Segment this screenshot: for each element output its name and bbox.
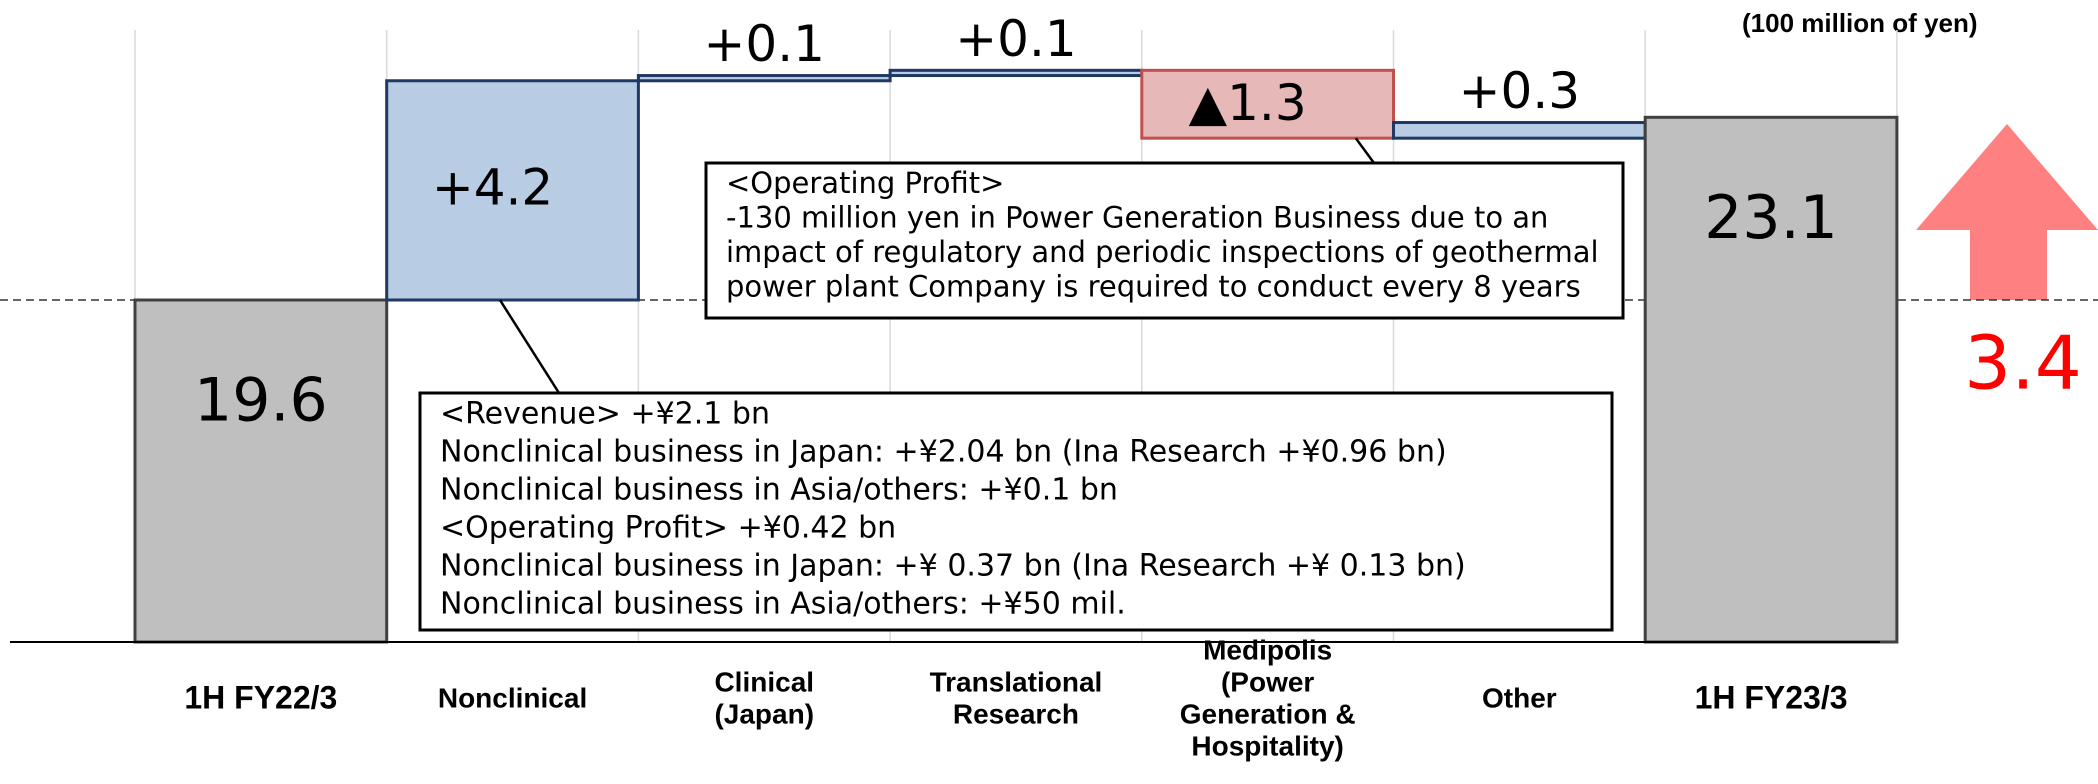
connector xyxy=(1354,137,1376,164)
bar xyxy=(636,74,892,83)
annotation-text: Nonclinical business in Japan: +¥ 0.37 b… xyxy=(440,549,1466,584)
bar xyxy=(888,68,1144,78)
value-label: 23.1 xyxy=(1704,183,1838,253)
bar xyxy=(385,79,640,302)
bar xyxy=(1643,115,1899,644)
value-label: +0.1 xyxy=(704,15,825,73)
value-label: +0.1 xyxy=(955,10,1076,68)
x-tick-label: 1H FY23/3 xyxy=(1695,679,1848,715)
annotation-box xyxy=(418,391,1614,632)
annotation-box xyxy=(704,161,1625,320)
x-tick-label: Hospitality) xyxy=(1191,730,1343,761)
annotation-text: <Revenue> +¥2.1 bn xyxy=(440,397,770,432)
change-arrow xyxy=(1916,124,2098,300)
annotation-text: Nonclinical business in Japan: +¥2.04 bn… xyxy=(440,435,1447,470)
x-tick-label: Research xyxy=(953,698,1079,729)
value-label: +0.3 xyxy=(1459,62,1580,120)
annotation-text: Nonclinical business in Asia/others: +¥0… xyxy=(440,473,1118,508)
x-tick-label: (Japan) xyxy=(714,698,814,729)
x-tick-label: (Power xyxy=(1221,666,1314,697)
annotation-text: impact of regulatory and periodic inspec… xyxy=(726,235,1599,269)
bar xyxy=(133,298,389,644)
annotation-text: -130 million yen in Power Generation Bus… xyxy=(726,201,1548,235)
x-tick-label: Translational xyxy=(930,666,1103,697)
unit-label: (100 million of yen) xyxy=(1742,8,1978,38)
bar xyxy=(1392,121,1647,140)
x-tick-label: Medipolis xyxy=(1203,634,1332,665)
value-label: +4.2 xyxy=(432,158,553,216)
value-label: 19.6 xyxy=(194,366,328,436)
value-label: ▲1.3 xyxy=(1189,74,1307,132)
annotation-text: power plant Company is required to condu… xyxy=(726,270,1581,304)
annotation-text: <Operating Profit> +¥0.42 bn xyxy=(440,511,896,546)
bar xyxy=(1140,68,1396,140)
annotation-text: Nonclinical business in Asia/others: +¥5… xyxy=(440,587,1126,622)
x-tick-label: 1H FY22/3 xyxy=(184,679,337,715)
x-tick-label: Other xyxy=(1482,682,1557,713)
x-tick-label: Generation & xyxy=(1180,698,1356,729)
x-tick-label: Clinical xyxy=(714,666,814,697)
total-change: 3.4 xyxy=(1964,321,2082,407)
annotation-text: <Operating Profit> xyxy=(726,166,1004,200)
connector xyxy=(498,299,561,394)
x-tick-label: Nonclinical xyxy=(438,682,587,713)
